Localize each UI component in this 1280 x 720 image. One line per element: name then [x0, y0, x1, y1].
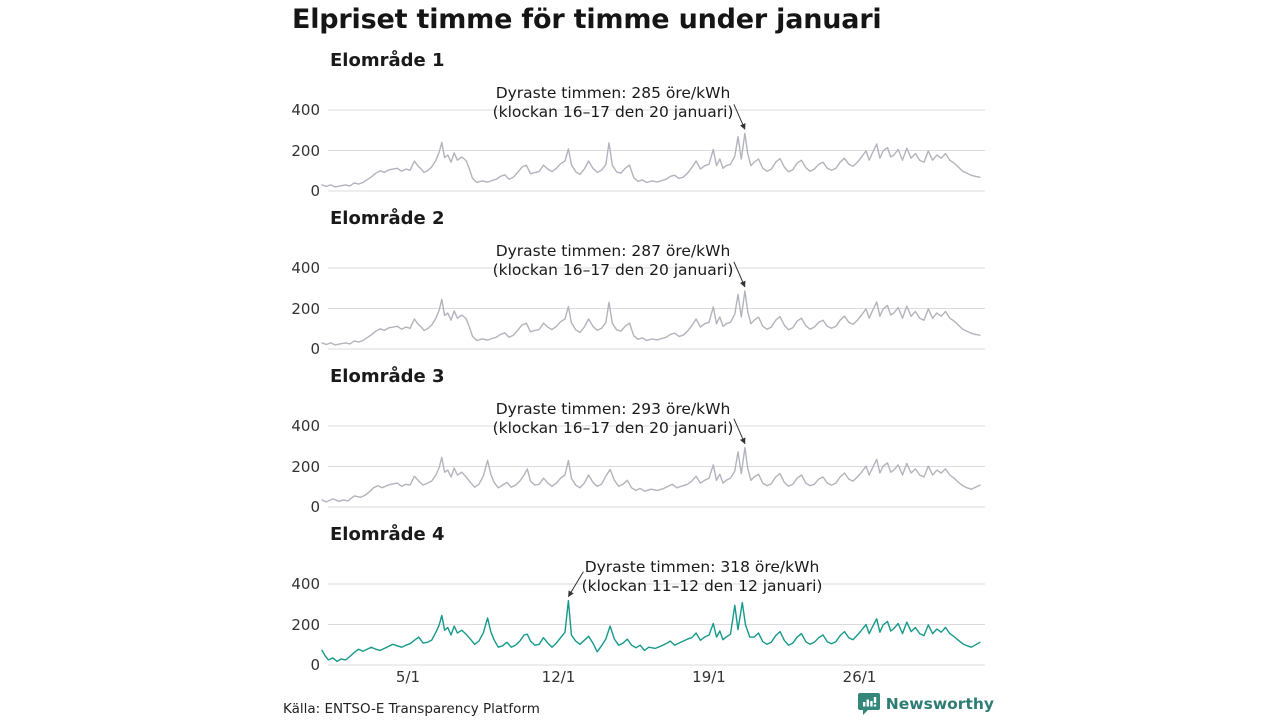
y-axis-tick-label: 200: [291, 615, 320, 634]
y-axis-tick-label: 400: [291, 259, 320, 277]
price-line: [321, 447, 981, 503]
panel-title: Elområde 4: [330, 524, 445, 545]
x-axis-tick-label: 26/1: [842, 668, 877, 686]
price-line: [321, 599, 981, 663]
y-axis-tick-label: 0: [310, 498, 320, 516]
peak-annotation-line-2: (klockan 16–17 den 20 januari): [492, 102, 734, 121]
panel-title: Elområde 1: [330, 50, 445, 71]
x-axis-tick-label: 5/1: [395, 668, 421, 686]
price-line: [321, 132, 981, 188]
x-axis-tick-label: 12/1: [541, 668, 576, 686]
peak-annotation-line-2: (klockan 16–17 den 20 januari): [492, 260, 734, 279]
annotation-arrow: [567, 571, 584, 598]
newsworthy-brand: Newsworthy: [857, 692, 994, 715]
peak-annotation: Dyraste timmen: 318 öre/kWh (klockan 11–…: [582, 558, 823, 595]
peak-annotation-line-2: (klockan 11–12 den 12 januari): [581, 576, 823, 595]
y-axis-tick-label: 0: [310, 656, 320, 674]
y-axis-tick-label: 0: [310, 340, 320, 358]
annotation-arrow: [733, 418, 746, 445]
page-title: Elpriset timme för timme under januari: [292, 4, 882, 35]
y-axis-tick-label: 200: [291, 457, 320, 476]
panel-title: Elområde 2: [330, 208, 445, 229]
annotation-arrow: [733, 104, 746, 130]
peak-annotation-line-2: (klockan 16–17 den 20 januari): [492, 418, 734, 437]
y-axis-tick-label: 400: [291, 575, 320, 593]
y-axis-tick-label: 400: [291, 417, 320, 435]
peak-annotation-line-1: Dyraste timmen: 287 öre/kWh: [495, 242, 731, 260]
panel-title: Elområde 3: [330, 366, 445, 387]
price-line: [321, 290, 981, 346]
newsworthy-wordmark: Newsworthy: [885, 694, 994, 713]
peak-annotation: Dyraste timmen: 293 öre/kWh (klockan 16–…: [493, 400, 734, 437]
peak-annotation: Dyraste timmen: 287 öre/kWh (klockan 16–…: [493, 242, 734, 279]
newsworthy-logo-icon: [857, 693, 880, 715]
peak-annotation-line-1: Dyraste timmen: 318 öre/kWh: [584, 558, 820, 576]
y-axis-tick-label: 400: [291, 101, 320, 119]
peak-annotation-line-1: Dyraste timmen: 293 öre/kWh: [495, 400, 731, 418]
source-credit: Källa: ENTSO-E Transparency Platform: [283, 701, 540, 717]
annotation-arrow: [733, 261, 746, 288]
y-axis-tick-label: 200: [291, 141, 320, 160]
peak-annotation: Dyraste timmen: 285 öre/kWh (klockan 16–…: [493, 84, 734, 121]
y-axis-tick-label: 200: [291, 299, 320, 318]
x-axis-tick-label: 19/1: [692, 668, 726, 686]
y-axis-tick-label: 0: [310, 182, 320, 200]
peak-annotation-line-1: Dyraste timmen: 285 öre/kWh: [495, 84, 731, 102]
